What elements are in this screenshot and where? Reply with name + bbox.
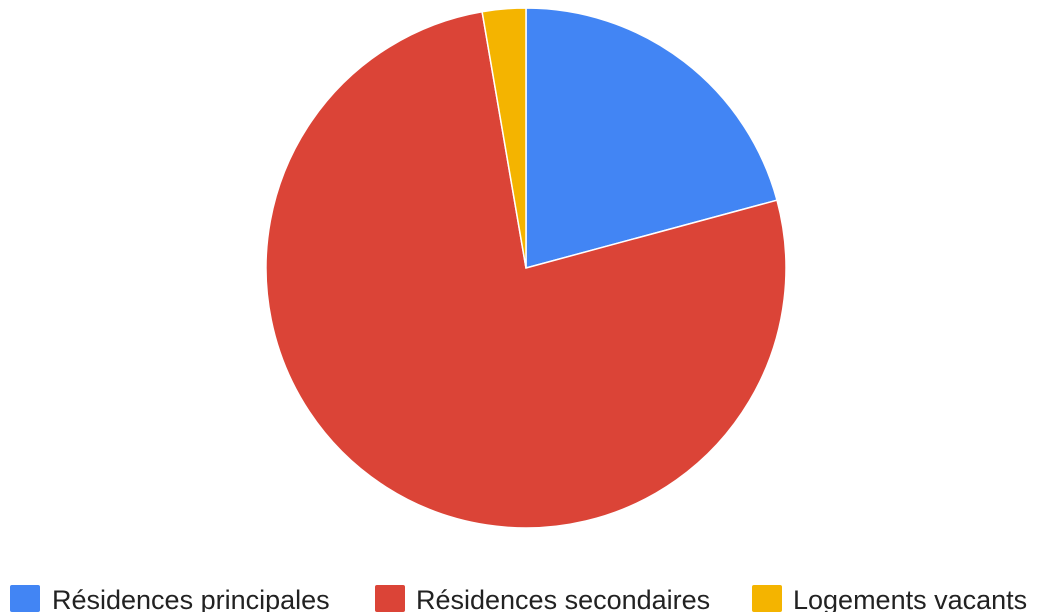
legend-label-residences-secondaires: Résidences secondaires — [416, 585, 710, 612]
legend-label-residences-principales: Résidences principales — [52, 585, 330, 612]
legend-swatch-residences-principales — [10, 585, 40, 612]
pie-slices — [265, 7, 787, 529]
chart-legend: Résidences principales Résidences second… — [10, 585, 1027, 612]
legend-swatch-logements-vacants — [752, 585, 782, 612]
pie-slice-residences-principales — [525, 7, 778, 269]
legend-label-logements-vacants: Logements vacants — [793, 585, 1027, 612]
pie-slice-logements-vacants — [481, 7, 527, 269]
pie-slice-residences-secondaires — [265, 10, 787, 529]
legend-swatch-residences-secondaires — [375, 585, 405, 612]
